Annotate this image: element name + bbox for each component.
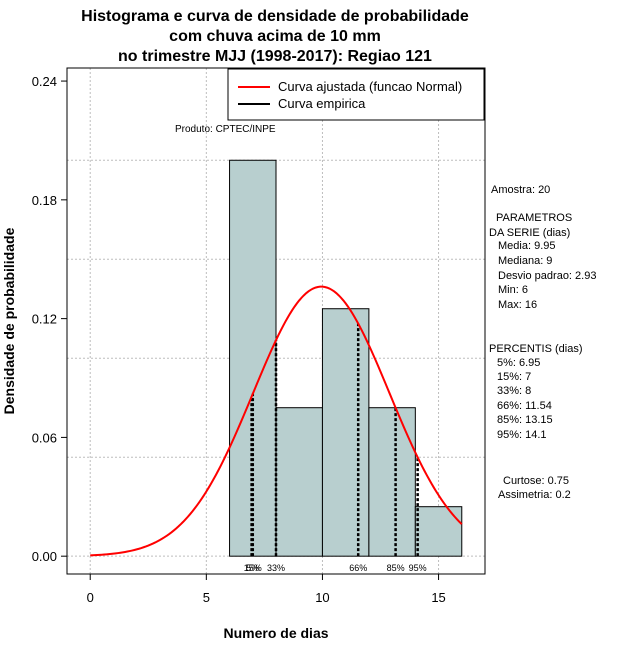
- percentile-label-0: 15%: [244, 563, 262, 573]
- legend-label-empirical: Curva empirica: [278, 96, 366, 111]
- percentile-lines: [250, 323, 419, 557]
- x-tick-label-3: 15: [431, 590, 445, 605]
- stat-p5: 5%: 6.95: [497, 357, 540, 369]
- histogram-bar-1: [275, 407, 323, 557]
- y-tick-label-2: 0.12: [32, 312, 57, 327]
- stat-params-header-2: DA SERIE (dias): [489, 227, 570, 239]
- stat-amostra: Amostra: 20: [491, 184, 550, 196]
- stat-curtose: Curtose: 0.75: [503, 475, 569, 487]
- stat-p85: 85%: 13.15: [497, 414, 553, 426]
- stat-assimetria: Assimetria: 0.2: [498, 489, 571, 501]
- histogram-bar-4: [414, 506, 463, 557]
- x-tick-label-1: 5: [203, 590, 210, 605]
- x-tick-label-0: 0: [87, 590, 94, 605]
- chart-title-line-1: Histograma e curva de densidade de proba…: [81, 8, 469, 25]
- stat-desvio: Desvio padrao: 2.93: [498, 270, 596, 282]
- histogram-bars: [229, 159, 463, 557]
- stat-p33: 33%: 8: [497, 385, 531, 397]
- stat-percentis-header: PERCENTIS (dias): [489, 343, 583, 355]
- x-axis-title: Numero de dias: [223, 625, 328, 641]
- percentile-label-2: 33%: [267, 563, 285, 573]
- product-annotation: Produto: CPTEC/INPE: [175, 124, 276, 135]
- legend: Curva ajustada (funcao Normal) Curva emp…: [227, 68, 485, 121]
- stat-min: Min: 6: [498, 284, 528, 296]
- x-axis: 0 5 10 15: [87, 573, 446, 605]
- chart-title-line-2: com chuva acima de 10 mm: [169, 28, 381, 45]
- stat-max: Max: 16: [498, 299, 537, 311]
- percentile-label-1: 5%: [246, 563, 259, 573]
- normal-fit-curve: [90, 285, 463, 557]
- y-tick-label-0: 0.00: [32, 549, 57, 564]
- legend-box: [227, 68, 485, 121]
- stat-params-header-1: PARAMETROS: [496, 212, 572, 224]
- percentile-labels: 15%5% 33% 66% 85% 95%: [244, 563, 427, 573]
- legend-label-fit: Curva ajustada (funcao Normal): [278, 79, 462, 94]
- stat-mediana: Mediana: 9: [498, 255, 552, 267]
- histogram-bar-2: [321, 308, 370, 557]
- stat-p66: 66%: 11.54: [497, 400, 552, 412]
- stats-panel: Amostra: 20 PARAMETROS DA SERIE (dias) M…: [489, 184, 596, 501]
- chart-title-line-3: no trimestre MJJ (1998-2017): Regiao 121: [118, 48, 432, 65]
- y-axis: 0.00 0.06 0.12 0.18 0.24: [32, 74, 68, 564]
- y-tick-label-3: 0.18: [32, 193, 57, 208]
- percentile-label-5: 95%: [409, 563, 427, 573]
- percentile-label-3: 66%: [349, 563, 367, 573]
- stat-p95: 95%: 14.1: [497, 429, 547, 441]
- y-tick-label-4: 0.24: [32, 74, 57, 89]
- histogram-bar-3: [368, 407, 416, 557]
- y-tick-label-1: 0.06: [32, 430, 57, 445]
- x-tick-label-2: 10: [315, 590, 329, 605]
- y-axis-title: Densidade de probabilidade: [1, 227, 17, 414]
- stat-p15: 15%: 7: [497, 371, 531, 383]
- percentile-label-4: 85%: [387, 563, 405, 573]
- stat-media: Media: 9.95: [498, 240, 555, 252]
- histogram-bar-0: [229, 159, 277, 557]
